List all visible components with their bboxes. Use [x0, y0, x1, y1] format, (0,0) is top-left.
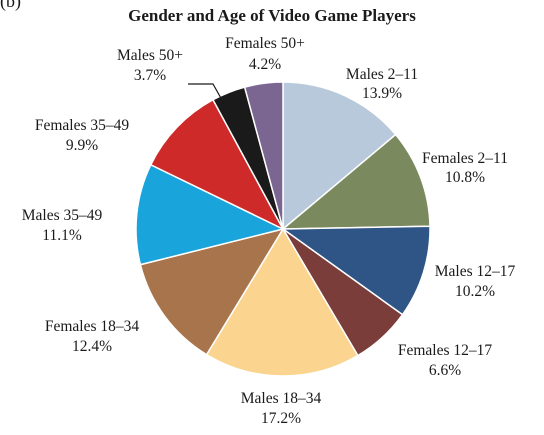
leader-lines [188, 83, 223, 101]
pie-slice [243, 81, 284, 230]
slice-percent-label: 9.9% [66, 137, 98, 154]
slice-percent-label: 6.6% [429, 362, 461, 379]
slice-category-label: Males 50+ [117, 47, 183, 64]
slice-percent-label: 4.2% [249, 56, 281, 73]
chart-title: Gender and Age of Video Game Players [128, 6, 416, 25]
slice-category-label: Males 35–49 [22, 207, 103, 224]
slice-percent-label: 10.8% [445, 169, 485, 186]
pie-slices [135, 81, 431, 377]
slice-percent-label: 3.7% [134, 67, 166, 84]
pie-slice [205, 227, 359, 377]
slice-category-label: Females 50+ [225, 35, 305, 52]
slice-category-label: Females 18–34 [45, 318, 140, 335]
slice-category-label: Females 12–17 [398, 342, 493, 359]
slice-category-label: Males 18–34 [241, 390, 322, 407]
pie-slice [280, 133, 431, 230]
pie-slice [280, 225, 431, 316]
pie-slice [135, 163, 286, 266]
slice-percent-label: 11.1% [42, 227, 82, 244]
slice-category-label: Males 2–11 [346, 66, 418, 83]
pie-slice [282, 81, 397, 231]
pie-slice [149, 98, 285, 231]
figure-corner-label: (b) [0, 0, 21, 11]
pie-slice [139, 227, 285, 356]
slice-category-label: Females 2–11 [422, 150, 508, 167]
leader-line [188, 83, 223, 101]
slice-category-label: Females 35–49 [35, 117, 130, 134]
slice-category-label: Males 12–17 [435, 263, 516, 280]
slice-labels: Males 2–11 13.9% Females 2–11 10.8% Males 12… [22, 35, 516, 427]
slice-percent-label: 17.2% [261, 410, 301, 427]
slice-percent-label: 12.4% [72, 338, 112, 355]
slice-percent-label: 13.9% [362, 85, 402, 102]
slice-percent-label: 10.2% [455, 283, 495, 300]
